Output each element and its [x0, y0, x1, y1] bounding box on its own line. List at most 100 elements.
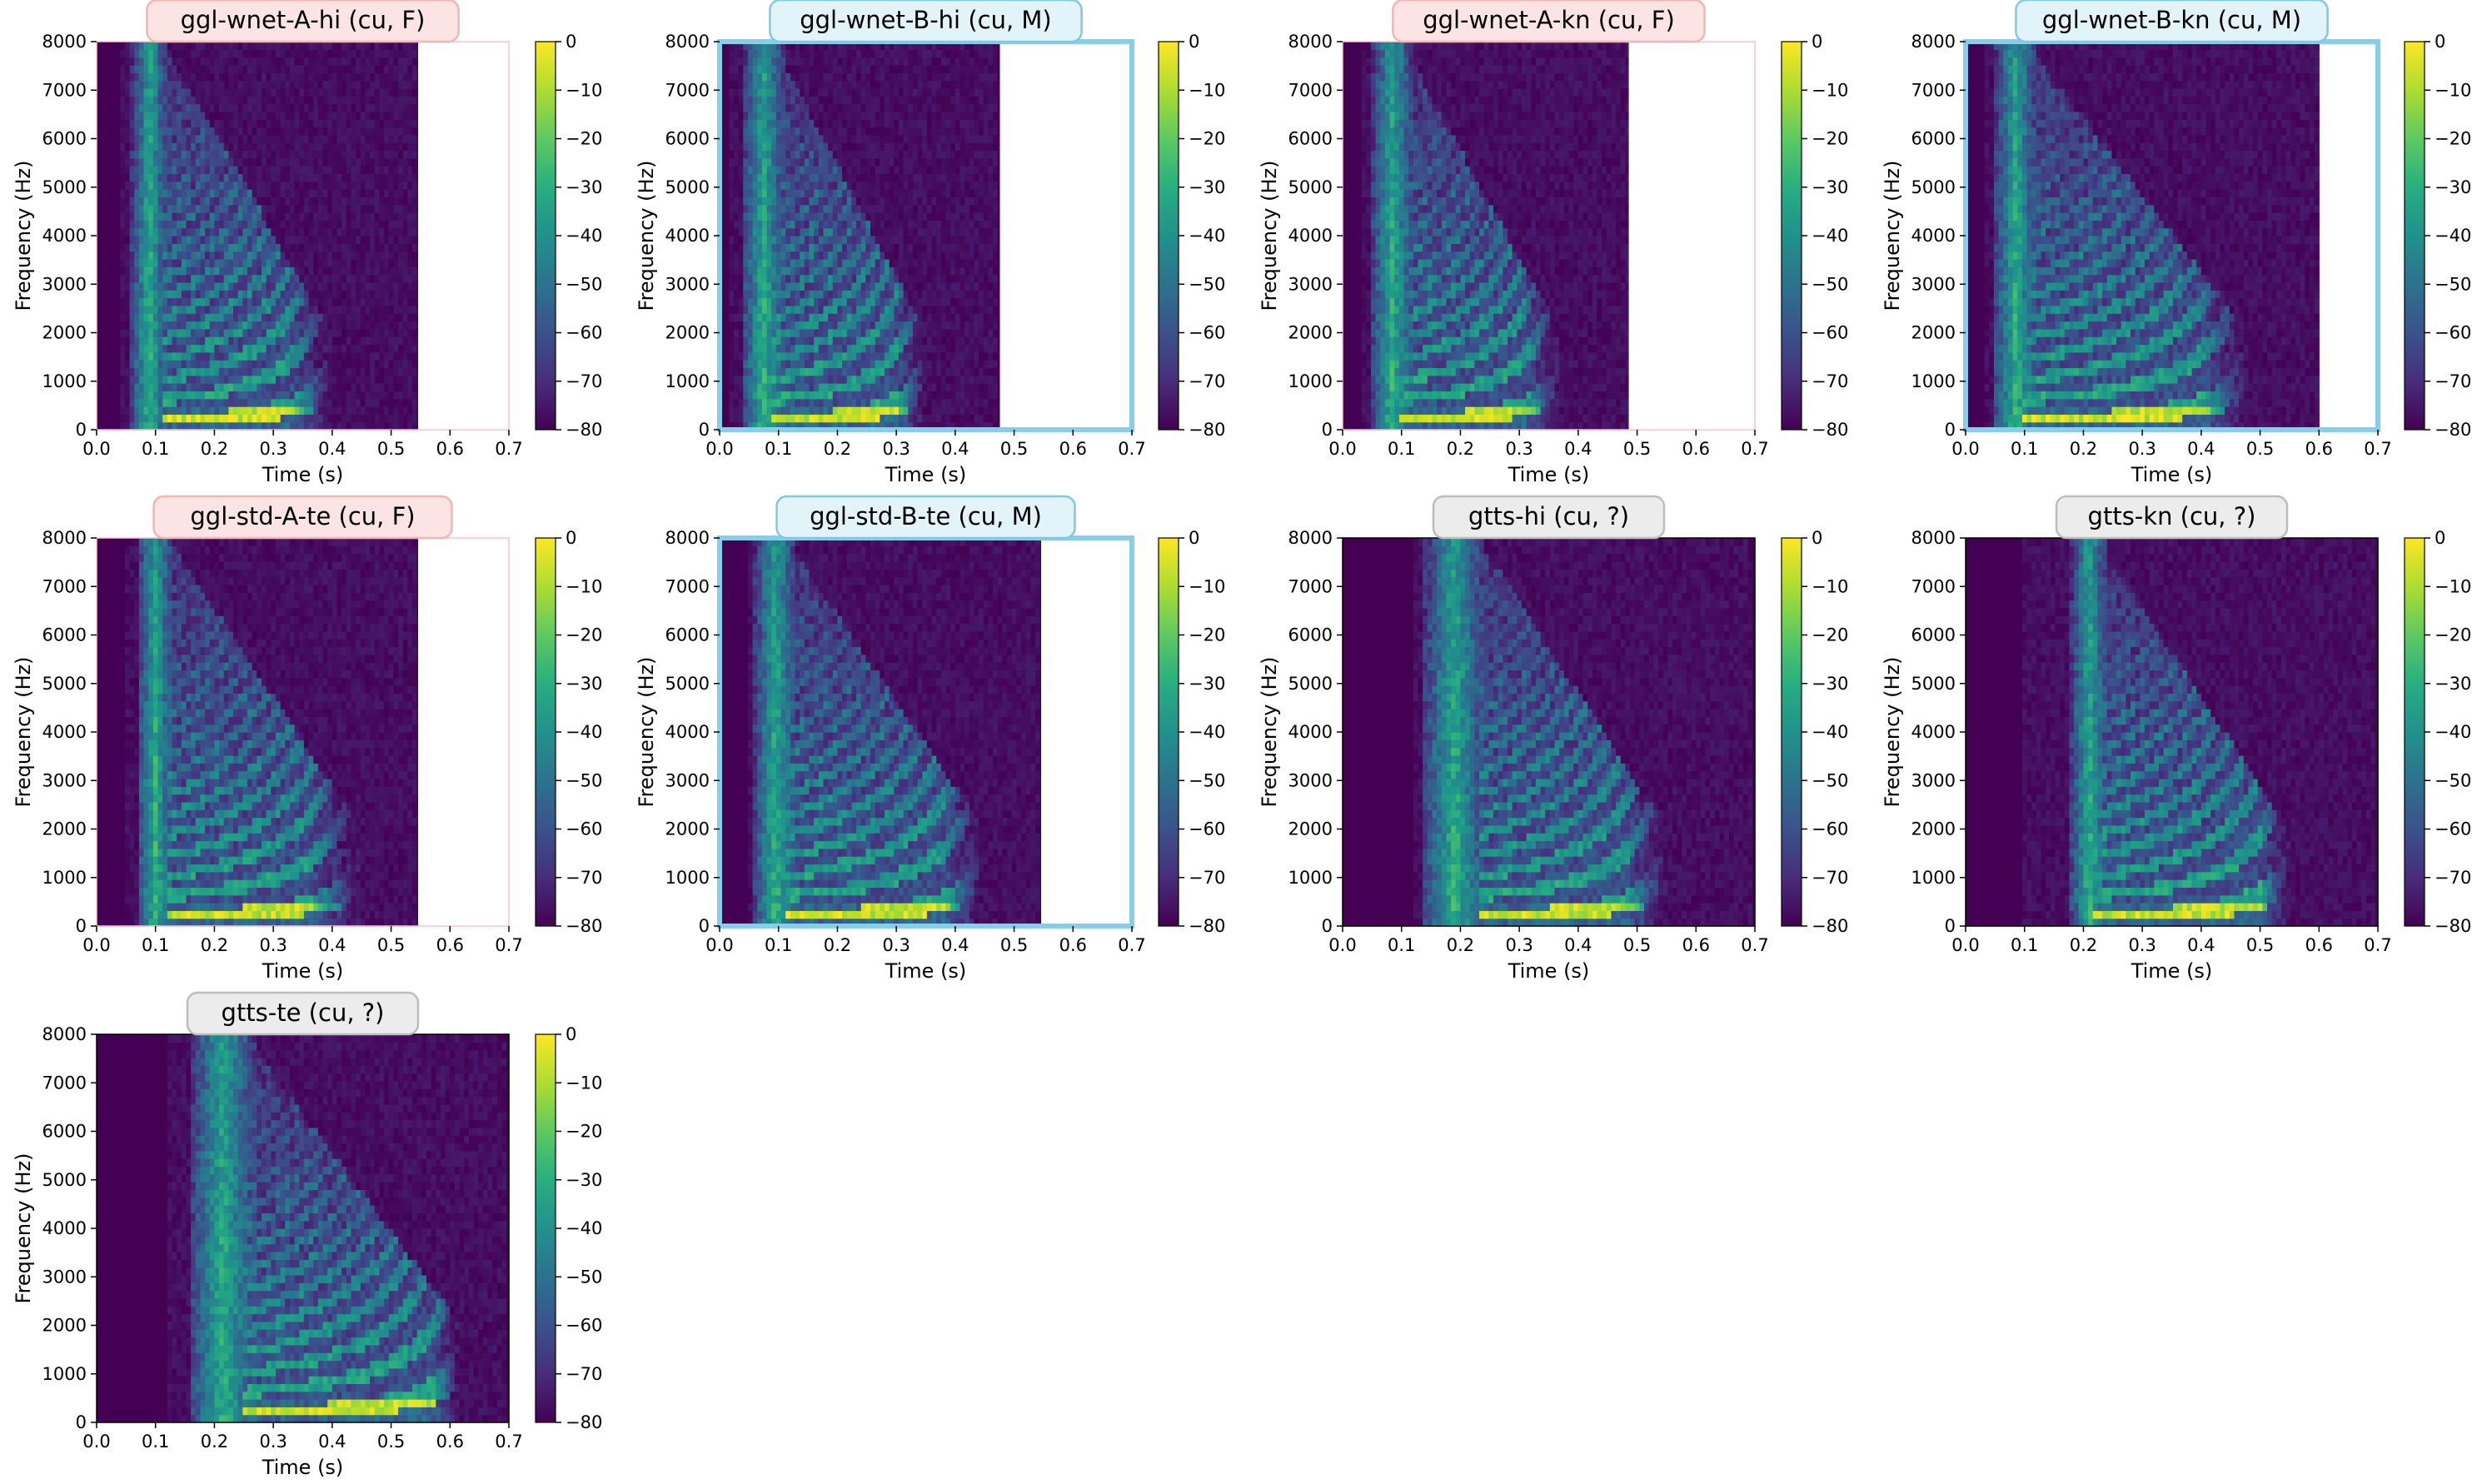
spectrogram-cell — [757, 96, 762, 104]
spectrogram-cell — [182, 127, 187, 136]
spectrogram-cell — [767, 72, 772, 81]
spectrogram-cell — [327, 376, 332, 384]
spectrogram-cell — [795, 72, 800, 81]
spectrogram-cell — [167, 266, 172, 275]
spectrogram-cell — [337, 127, 342, 136]
spectrogram-cell — [828, 135, 833, 143]
spectrogram-cell — [327, 251, 332, 260]
spectrogram-cell — [805, 197, 810, 205]
spectrogram-cell — [295, 376, 300, 384]
spectrogram-cell — [725, 275, 730, 283]
spectrogram-cell — [837, 119, 842, 127]
spectrogram-cell — [210, 251, 215, 260]
spectrogram-cell — [828, 290, 833, 298]
spectrogram-cell — [262, 266, 267, 275]
spectrogram-cell — [323, 112, 328, 120]
spectrogram-cell — [134, 88, 139, 97]
spectrogram-cell — [200, 367, 205, 376]
spectrogram-cell — [252, 112, 257, 120]
spectrogram-cell — [304, 298, 309, 306]
spectrogram-cell — [407, 321, 412, 330]
spectrogram-cell — [790, 182, 795, 190]
spectrogram-cell — [233, 243, 238, 251]
spectrogram-cell — [177, 88, 182, 97]
spectrogram-cell — [332, 49, 337, 57]
spectrogram-cell — [262, 81, 267, 89]
spectrogram-cell — [407, 360, 412, 368]
spectrogram-cell — [379, 173, 384, 182]
spectrogram-cell — [257, 220, 262, 228]
spectrogram-cell — [238, 150, 243, 158]
spectrogram-cell — [781, 275, 786, 283]
spectrogram-cell — [346, 251, 351, 260]
spectrogram-cell — [224, 228, 229, 237]
spectrogram-cell — [407, 352, 412, 361]
spectrogram-cell — [785, 306, 790, 314]
spectrogram-cell — [398, 212, 403, 221]
spectrogram-cell — [725, 243, 730, 251]
spectrogram-cell — [205, 306, 210, 314]
spectrogram-cell — [851, 360, 856, 368]
spectrogram-cell — [814, 360, 819, 368]
spectrogram-cell — [295, 49, 300, 57]
spectrogram-cell — [341, 142, 346, 151]
spectrogram-cell — [398, 119, 403, 127]
spectrogram-cell — [177, 259, 182, 267]
spectrogram-cell — [219, 344, 224, 352]
spectrogram-cell — [290, 81, 295, 89]
spectrogram-cell — [332, 72, 337, 81]
spectrogram-cell — [111, 220, 116, 228]
spectrogram-cell — [191, 49, 196, 57]
x-tick-label: 0.7 — [495, 439, 522, 459]
spectrogram-cell — [200, 49, 205, 57]
spectrogram-cell — [116, 399, 121, 407]
spectrogram-cell — [309, 57, 314, 66]
spectrogram-cell — [757, 173, 762, 182]
spectrogram-cell — [729, 306, 734, 314]
spectrogram-cell — [823, 57, 828, 66]
spectrogram-cell — [200, 119, 205, 127]
spectrogram-cell — [767, 49, 772, 57]
spectrogram-cell — [214, 72, 219, 81]
spectrogram-cell — [97, 282, 102, 291]
spectrogram-cell — [337, 96, 342, 104]
spectrogram-cell — [842, 399, 847, 407]
spectrogram-cell — [725, 182, 730, 190]
spectrogram-cell — [790, 336, 795, 345]
spectrogram-cell — [851, 290, 856, 298]
spectrogram-cell — [130, 197, 135, 205]
spectrogram-cell — [828, 275, 833, 283]
spectrogram-cell — [805, 251, 810, 260]
spectrogram-cell — [162, 72, 167, 81]
spectrogram-cell — [186, 306, 191, 314]
spectrogram-cell — [407, 236, 412, 244]
spectrogram-cell — [125, 189, 130, 197]
spectrogram-cell — [379, 414, 384, 422]
spectrogram-cell — [417, 290, 418, 298]
spectrogram-cell — [762, 391, 767, 399]
spectrogram-cell — [309, 251, 314, 260]
spectrogram-cell — [153, 259, 158, 267]
spectrogram-cell — [767, 158, 772, 167]
spectrogram-cell — [102, 127, 107, 136]
spectrogram-cell — [252, 150, 257, 158]
spectrogram-cell — [172, 414, 177, 422]
spectrogram-cell — [139, 212, 144, 221]
spectrogram-cell — [139, 49, 144, 57]
spectrogram-cell — [361, 243, 366, 251]
spectrogram-cell — [144, 336, 149, 345]
spectrogram-cell — [290, 321, 295, 330]
spectrogram-cell — [271, 336, 276, 345]
spectrogram-cell — [762, 290, 767, 298]
spectrogram-cell — [130, 336, 135, 345]
spectrogram-cell — [828, 406, 833, 415]
spectrogram-cell — [762, 306, 767, 314]
spectrogram-cell — [158, 367, 163, 376]
spectrogram-cell — [313, 212, 318, 221]
spectrogram-cell — [158, 275, 163, 283]
spectrogram-cell — [767, 321, 772, 330]
spectrogram-cell — [781, 104, 786, 112]
spectrogram-cell — [828, 282, 833, 291]
spectrogram-cell — [327, 119, 332, 127]
spectrogram-cell — [205, 298, 210, 306]
